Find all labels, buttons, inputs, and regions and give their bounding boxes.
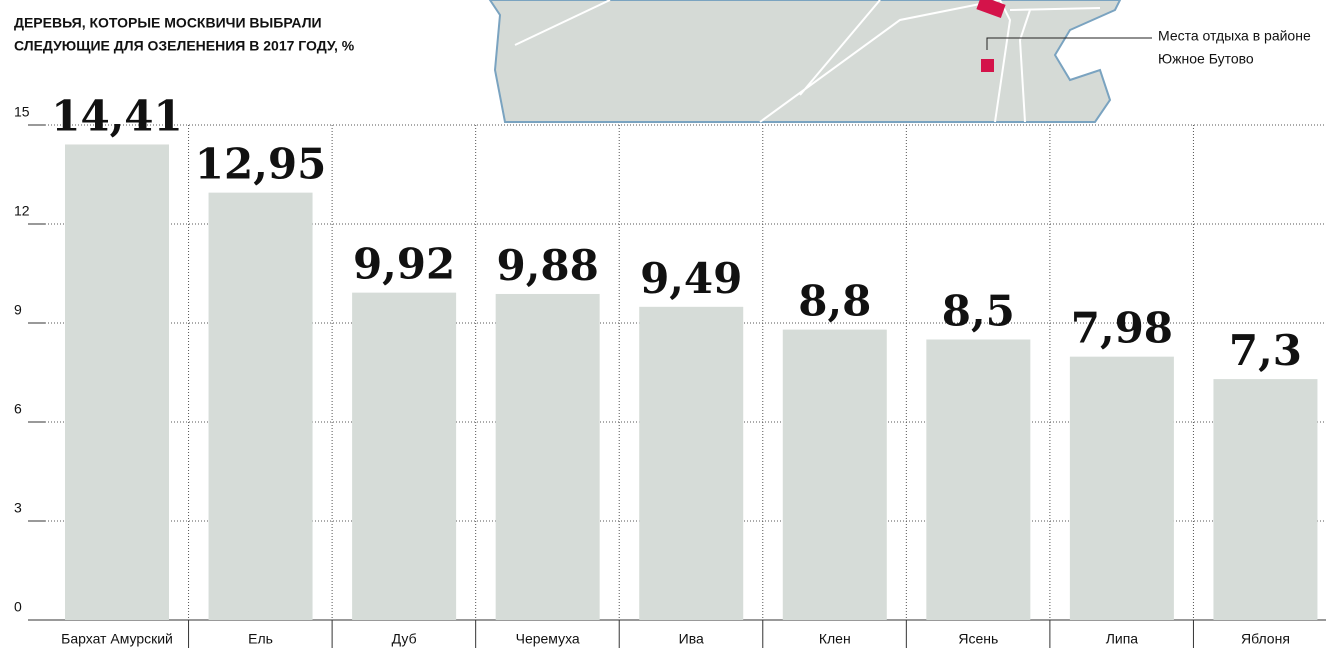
value-label: 12,95 bbox=[195, 140, 327, 189]
x-tick-label: Ясень bbox=[958, 631, 998, 647]
chart-title: ДЕРЕВЬЯ, КОТОРЫЕ МОСКВИЧИ ВЫБРАЛИ bbox=[14, 15, 322, 31]
bar bbox=[352, 292, 457, 620]
bar bbox=[1213, 379, 1318, 620]
x-tick-label: Бархат Амурский bbox=[61, 631, 173, 647]
chart-title: СЛЕДУЮЩИЕ ДЛЯ ОЗЕЛЕНЕНИЯ В 2017 ГОДУ, % bbox=[14, 38, 355, 54]
x-tick-label: Ель bbox=[248, 631, 273, 647]
bar bbox=[782, 329, 887, 620]
value-label: 9,88 bbox=[497, 241, 599, 290]
bar bbox=[208, 192, 313, 620]
annotation: Южное Бутово bbox=[1158, 51, 1254, 67]
bar bbox=[926, 339, 1031, 620]
x-tick-label: Дуб bbox=[392, 631, 417, 647]
value-label: 9,49 bbox=[640, 254, 742, 303]
value-label: 9,92 bbox=[353, 240, 455, 289]
bar bbox=[639, 306, 744, 620]
y-tick-label: 15 bbox=[14, 104, 30, 120]
y-tick-label: 3 bbox=[14, 500, 22, 516]
x-tick-label: Черемуха bbox=[516, 631, 580, 647]
value-label: 14,41 bbox=[51, 91, 183, 140]
x-tick-label: Ива bbox=[679, 631, 704, 647]
bar bbox=[65, 144, 169, 620]
y-tick-label: 6 bbox=[14, 401, 22, 417]
x-tick-label: Клен bbox=[819, 631, 851, 647]
value-label: 7,98 bbox=[1071, 304, 1173, 353]
value-label: 8,5 bbox=[942, 287, 1015, 336]
annotation: Места отдыха в районе bbox=[1158, 28, 1311, 44]
bar bbox=[495, 293, 600, 620]
value-label: 8,8 bbox=[798, 277, 871, 326]
value-label: 7,3 bbox=[1229, 326, 1302, 375]
y-tick-label: 12 bbox=[14, 203, 30, 219]
bar bbox=[1069, 356, 1174, 620]
x-tick-label: Липа bbox=[1106, 631, 1139, 647]
x-tick-label: Яблоня bbox=[1241, 631, 1290, 647]
map-fragment bbox=[488, 0, 1152, 123]
y-tick-label: 0 bbox=[14, 599, 22, 615]
y-tick-label: 9 bbox=[14, 302, 22, 318]
